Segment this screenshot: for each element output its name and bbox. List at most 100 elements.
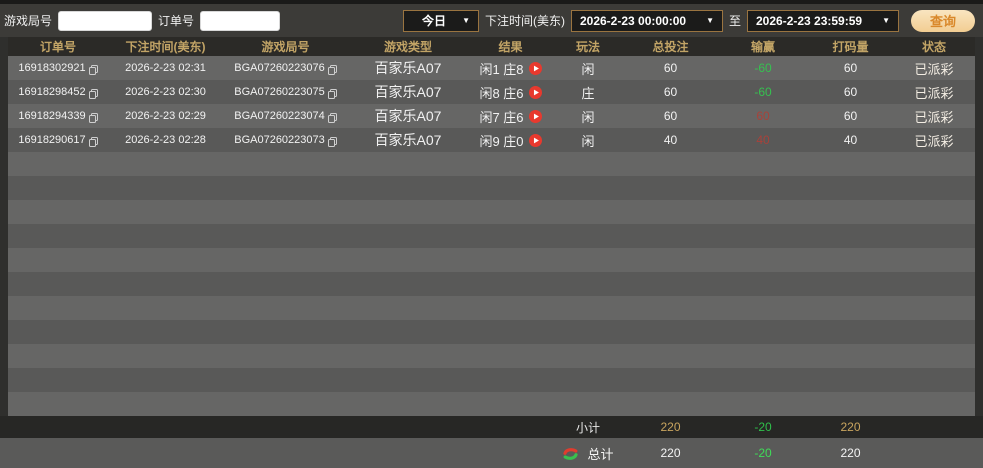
- copy-icon[interactable]: [327, 112, 337, 123]
- subtotal-row: 小计 220 -20 220: [0, 416, 983, 438]
- total-turnover: 220: [840, 446, 861, 460]
- end-time-select[interactable]: 2026-2-23 23:59:59 ▼: [747, 9, 899, 32]
- play-icon[interactable]: [528, 133, 542, 147]
- chevron-down-icon: ▼: [882, 16, 890, 25]
- game-round-input[interactable]: [58, 10, 153, 31]
- subtotal-total-bet: 220: [660, 420, 681, 434]
- bet-time: 2026-2-23 02:31: [125, 62, 206, 74]
- col-win-loss: 输赢: [750, 40, 775, 54]
- turnover: 60: [843, 85, 858, 99]
- game-type: 百家乐A07: [374, 84, 442, 100]
- copy-icon[interactable]: [88, 88, 98, 99]
- empty-row: [8, 392, 975, 416]
- empty-row: [8, 200, 975, 224]
- swap-icon: [563, 447, 579, 460]
- order-no-input[interactable]: [200, 10, 281, 31]
- filter-bar: 游戏局号 订单号 今日 ▼ 下注时间(美东) 2026-2-23 00:00:0…: [0, 0, 983, 37]
- total-label: 总计: [587, 446, 614, 462]
- empty-row: [8, 176, 975, 200]
- play-type: 闲: [581, 61, 595, 77]
- round-no: BGA07260223076: [234, 62, 325, 74]
- col-result: 结果: [498, 40, 523, 54]
- query-button[interactable]: 查询: [911, 9, 975, 32]
- order-no: 16918302921: [18, 62, 86, 74]
- copy-icon[interactable]: [327, 136, 337, 147]
- turnover: 60: [843, 61, 858, 75]
- to-label: 至: [728, 14, 741, 28]
- play-type: 闲: [581, 133, 595, 149]
- copy-icon[interactable]: [88, 112, 98, 123]
- table-row: 16918298452 2026-2-23 02:30 BGA072602230…: [8, 80, 975, 104]
- status-badge: 已派彩: [914, 133, 954, 149]
- table-area: 订单号 下注时间(美东) 游戏局号 游戏类型 结果 玩法 总投注 输赢 打码量 …: [0, 37, 983, 416]
- col-status: 状态: [921, 40, 946, 54]
- col-total-bet: 总投注: [652, 40, 689, 54]
- total-row: 总计 220 -20 220: [0, 438, 983, 468]
- result-text: 闲8 庄6: [479, 85, 524, 101]
- play-type: 庄: [581, 85, 595, 101]
- empty-row: [8, 272, 975, 296]
- order-no: 16918290617: [18, 134, 86, 146]
- col-bet-time: 下注时间(美东): [125, 40, 206, 54]
- empty-row: [8, 368, 975, 392]
- bet-time-label: 下注时间(美东): [484, 14, 565, 28]
- col-game-type: 游戏类型: [383, 40, 432, 54]
- chevron-down-icon: ▼: [462, 16, 470, 25]
- status-badge: 已派彩: [914, 85, 954, 101]
- col-play: 玩法: [575, 40, 600, 54]
- game-type: 百家乐A07: [374, 132, 442, 148]
- empty-row: [8, 344, 975, 368]
- game-type: 百家乐A07: [374, 60, 442, 76]
- play-icon[interactable]: [528, 61, 542, 75]
- table-row: 16918290617 2026-2-23 02:28 BGA072602230…: [8, 128, 975, 152]
- total-win-loss: -20: [754, 446, 772, 460]
- table-row: 16918302921 2026-2-23 02:31 BGA072602230…: [8, 56, 975, 80]
- win-loss: 60: [756, 109, 770, 123]
- col-order-no: 订单号: [39, 40, 76, 54]
- order-no: 16918294339: [18, 110, 86, 122]
- win-loss: -60: [754, 85, 772, 99]
- empty-row: [8, 248, 975, 272]
- copy-icon[interactable]: [88, 136, 98, 147]
- col-turnover: 打码量: [832, 40, 869, 54]
- order-no-label: 订单号: [158, 14, 195, 28]
- order-no: 16918298452: [18, 86, 86, 98]
- copy-icon[interactable]: [88, 64, 98, 75]
- play-icon[interactable]: [528, 85, 542, 99]
- subtotal-label: 小计: [575, 420, 600, 435]
- round-no: BGA07260223074: [234, 110, 325, 122]
- game-type: 百家乐A07: [374, 108, 442, 124]
- col-round-no: 游戏局号: [261, 40, 310, 54]
- copy-icon[interactable]: [327, 88, 337, 99]
- empty-row: [8, 296, 975, 320]
- total-bet: 60: [663, 85, 678, 99]
- copy-icon[interactable]: [327, 64, 337, 75]
- win-loss: -60: [754, 61, 772, 75]
- turnover: 60: [843, 109, 858, 123]
- bet-time: 2026-2-23 02:29: [125, 110, 206, 122]
- total-bet: 60: [663, 109, 678, 123]
- total-total-bet: 220: [660, 446, 681, 460]
- start-time-select[interactable]: 2026-2-23 00:00:00 ▼: [570, 9, 723, 32]
- empty-row: [8, 224, 975, 248]
- win-loss: 40: [756, 133, 770, 147]
- round-no: BGA07260223075: [234, 86, 325, 98]
- date-range-select[interactable]: 今日 ▼: [402, 9, 479, 32]
- end-time-value: 2026-2-23 23:59:59: [756, 13, 863, 28]
- play-icon[interactable]: [528, 109, 542, 123]
- start-time-value: 2026-2-23 00:00:00: [579, 13, 687, 28]
- play-type: 闲: [581, 109, 595, 125]
- turnover: 40: [843, 133, 858, 147]
- subtotal-win-loss: -20: [754, 420, 772, 434]
- bet-time: 2026-2-23 02:30: [125, 86, 206, 98]
- result-text: 闲1 庄8: [479, 61, 524, 77]
- result-text: 闲9 庄0: [479, 133, 524, 149]
- round-no: BGA07260223073: [234, 134, 325, 146]
- bet-time: 2026-2-23 02:28: [125, 134, 206, 146]
- table-row: 16918294339 2026-2-23 02:29 BGA072602230…: [8, 104, 975, 128]
- result-text: 闲7 庄6: [479, 109, 524, 125]
- status-badge: 已派彩: [914, 61, 954, 77]
- table-body: 16918302921 2026-2-23 02:31 BGA072602230…: [8, 56, 975, 416]
- game-round-label: 游戏局号: [4, 14, 53, 28]
